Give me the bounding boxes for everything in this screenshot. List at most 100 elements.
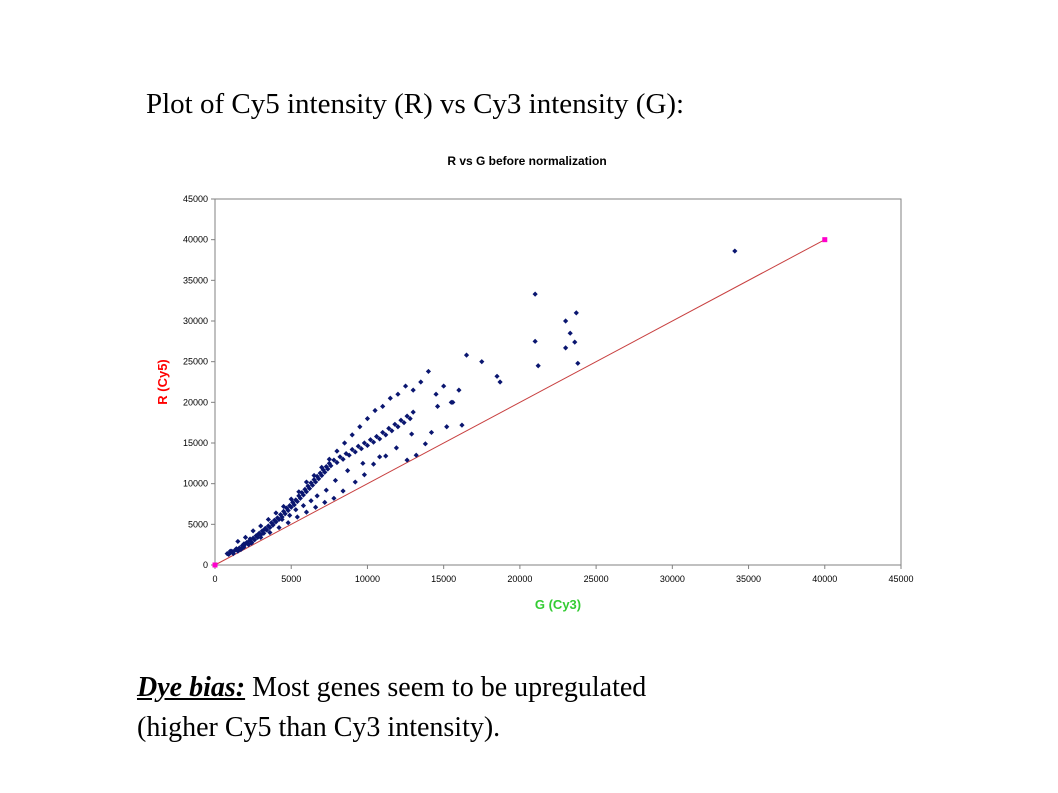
data-point bbox=[441, 383, 447, 389]
data-point bbox=[308, 498, 314, 504]
data-point bbox=[300, 492, 307, 498]
data-point bbox=[450, 399, 456, 405]
data-point bbox=[340, 456, 346, 462]
data-point bbox=[273, 510, 279, 516]
data-point bbox=[245, 542, 252, 548]
y-tick-label: 45000 bbox=[183, 194, 208, 204]
data-point bbox=[395, 391, 401, 397]
data-point bbox=[311, 477, 317, 483]
data-point bbox=[303, 509, 310, 515]
data-point bbox=[433, 391, 439, 397]
data-point bbox=[732, 248, 738, 254]
data-point bbox=[252, 537, 258, 543]
data-points bbox=[224, 248, 738, 558]
data-point bbox=[236, 545, 242, 551]
data-point bbox=[479, 359, 485, 365]
data-point bbox=[456, 387, 462, 393]
data-point bbox=[273, 519, 279, 525]
data-point bbox=[262, 526, 268, 532]
data-point bbox=[306, 485, 313, 492]
reference-endpoint bbox=[822, 237, 828, 243]
reference-endpoints bbox=[212, 237, 828, 568]
data-point bbox=[291, 502, 297, 508]
data-point bbox=[250, 535, 256, 541]
data-point bbox=[349, 432, 355, 438]
x-tick-label: 25000 bbox=[584, 574, 609, 584]
data-point bbox=[334, 459, 340, 466]
data-point bbox=[567, 330, 573, 336]
data-point bbox=[242, 534, 249, 540]
data-point bbox=[277, 511, 284, 518]
data-point bbox=[383, 453, 389, 459]
chart-title: R vs G before normalization bbox=[447, 154, 606, 168]
data-point bbox=[276, 516, 282, 523]
data-point bbox=[296, 493, 302, 499]
data-point bbox=[535, 363, 541, 369]
data-point bbox=[349, 446, 355, 453]
x-tick-label: 20000 bbox=[507, 574, 532, 584]
data-point bbox=[267, 524, 273, 531]
data-point bbox=[370, 461, 377, 467]
data-point bbox=[323, 487, 329, 493]
caption-line-1: Dye bias: Most genes seem to be upregula… bbox=[137, 668, 646, 708]
data-point bbox=[434, 403, 441, 409]
data-point bbox=[422, 441, 428, 447]
data-point bbox=[494, 373, 500, 379]
data-point bbox=[320, 467, 326, 473]
data-point bbox=[270, 521, 276, 527]
data-point bbox=[267, 529, 273, 536]
data-point bbox=[364, 442, 371, 449]
data-point bbox=[258, 523, 264, 529]
data-point bbox=[404, 413, 410, 419]
data-point bbox=[418, 379, 424, 385]
data-point bbox=[352, 479, 358, 485]
data-point bbox=[255, 532, 261, 538]
data-point bbox=[294, 514, 300, 520]
data-point bbox=[322, 469, 328, 475]
data-point bbox=[428, 429, 435, 436]
data-point bbox=[334, 448, 340, 454]
data-point bbox=[345, 468, 351, 474]
data-point bbox=[410, 387, 416, 393]
x-tick-label: 15000 bbox=[431, 574, 456, 584]
data-point bbox=[337, 454, 343, 460]
y-tick-label: 30000 bbox=[183, 316, 208, 326]
y-tick-label: 5000 bbox=[188, 519, 208, 529]
y-tick-label: 15000 bbox=[183, 438, 208, 448]
data-point bbox=[247, 536, 253, 542]
y-tick-label: 25000 bbox=[183, 357, 208, 367]
data-point bbox=[239, 545, 246, 551]
data-point bbox=[361, 440, 367, 446]
data-point bbox=[387, 395, 393, 401]
slide-heading: Plot of Cy5 intensity (R) vs Cy3 intensi… bbox=[146, 88, 685, 120]
data-point bbox=[444, 424, 450, 430]
data-point bbox=[331, 457, 337, 463]
caption: Dye bias: Most genes seem to be upregula… bbox=[137, 668, 646, 748]
data-point bbox=[352, 449, 358, 455]
reference-line bbox=[214, 239, 826, 566]
x-tick-label: 0 bbox=[212, 574, 217, 584]
data-point bbox=[497, 379, 503, 385]
data-point bbox=[361, 472, 367, 478]
data-point bbox=[398, 417, 404, 423]
data-point bbox=[241, 541, 247, 547]
data-point bbox=[407, 416, 413, 422]
data-point bbox=[250, 528, 256, 534]
data-point bbox=[319, 464, 325, 470]
data-point bbox=[230, 551, 236, 557]
data-point bbox=[357, 424, 363, 430]
data-point bbox=[303, 489, 310, 495]
x-tick-label: 45000 bbox=[888, 574, 913, 584]
data-point bbox=[563, 345, 569, 351]
data-point bbox=[309, 482, 316, 488]
data-point bbox=[294, 498, 300, 505]
data-point bbox=[316, 476, 322, 482]
data-point bbox=[358, 446, 364, 452]
data-point bbox=[409, 431, 415, 437]
data-point bbox=[259, 528, 265, 534]
data-point bbox=[300, 503, 307, 509]
data-point bbox=[360, 460, 366, 466]
data-point bbox=[343, 450, 349, 457]
data-point bbox=[328, 463, 334, 469]
data-point bbox=[332, 477, 339, 484]
